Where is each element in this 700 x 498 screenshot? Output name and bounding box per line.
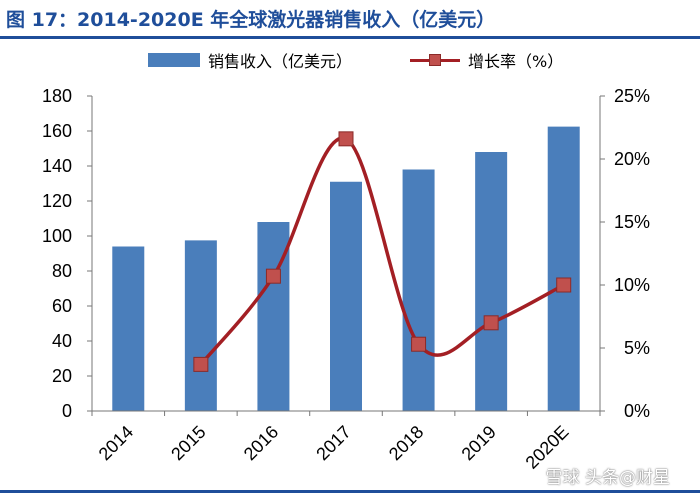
y-right-tick-label: 15%: [614, 212, 650, 232]
x-tick-label: 2019: [458, 422, 500, 464]
x-tick-label: 2016: [240, 422, 282, 464]
x-tick-label: 2017: [312, 422, 354, 464]
watermark: 雪球 头条@财星: [545, 468, 670, 488]
bar-2015: [184, 240, 217, 411]
bar-2017: [330, 181, 362, 411]
x-tick-label: 2015: [167, 422, 209, 464]
growth-marker-2016: [265, 268, 281, 284]
y-left-tick-label: 0: [62, 401, 72, 421]
y-left-tick-label: 140: [42, 156, 72, 176]
legend-item-growth: 增长率（%）: [410, 48, 563, 72]
y-left-tick-label: 40: [52, 331, 72, 351]
legend-label-revenue: 销售收入（亿美元）: [208, 52, 353, 71]
bar-2019: [475, 152, 508, 411]
y-right-tick-label: 25%: [614, 86, 650, 106]
y-left-tick-label: 60: [52, 296, 72, 316]
x-tick-label: 2018: [385, 422, 427, 464]
growth-rate-line: [199, 136, 565, 366]
chart-legend: 销售收入（亿美元） 增长率（%）: [148, 48, 621, 72]
title-rule: [0, 36, 700, 39]
y-right-tick-label: 10%: [614, 275, 650, 295]
y-left-tick-label: 120: [42, 191, 72, 211]
legend-item-revenue: 销售收入（亿美元）: [148, 48, 352, 72]
growth-marker-2015: [193, 356, 209, 372]
growth-marker-2020E: [556, 277, 572, 293]
legend-label-growth: 增长率（%）: [468, 52, 564, 71]
bar-2020E: [547, 126, 580, 411]
y-left-tick-label: 80: [52, 261, 72, 281]
y-left-tick-label: 180: [42, 86, 72, 106]
growth-marker-2017: [338, 131, 354, 147]
x-tick-label: 2014: [95, 422, 137, 464]
legend-line-swatch: [410, 53, 461, 67]
y-right-tick-label: 0%: [624, 401, 650, 421]
legend-bar-swatch: [148, 53, 200, 67]
y-left-tick-label: 160: [42, 121, 72, 141]
y-right-tick-label: 5%: [624, 338, 650, 358]
growth-marker-2018: [411, 336, 427, 352]
bar-2014: [112, 246, 145, 411]
y-left-tick-label: 20: [52, 366, 72, 386]
y-left-tick-label: 100: [42, 226, 72, 246]
figure-title: 图 17：2014-2020E 年全球激光器销售收入（亿美元）: [6, 9, 496, 31]
y-right-tick-label: 20%: [614, 149, 650, 169]
bar-2018: [402, 169, 435, 411]
growth-marker-2019: [483, 315, 499, 331]
bottom-rule: [0, 490, 700, 493]
